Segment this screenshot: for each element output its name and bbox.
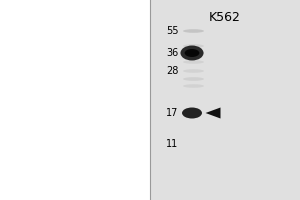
Bar [183,181,204,185]
Bar [183,131,204,134]
Bar [183,109,204,113]
Bar [183,50,204,53]
Bar [183,28,204,31]
Polygon shape [206,107,220,118]
Bar [183,47,204,50]
Bar [183,91,204,94]
Bar [183,100,204,103]
Bar [183,163,204,166]
Bar [183,72,204,75]
Bar [183,125,204,128]
Bar [183,141,204,144]
Bar [183,15,204,19]
Bar [183,25,204,28]
Bar [183,44,204,47]
Bar [183,134,204,138]
Bar [183,138,204,141]
Bar [183,81,204,84]
Bar [183,166,204,169]
Bar [150,0,300,200]
Bar [183,84,204,87]
Bar [183,37,204,40]
Bar [183,116,204,119]
Bar [183,160,204,163]
Text: 11: 11 [166,139,178,149]
Bar [183,66,204,69]
Bar [183,19,204,22]
Bar [183,62,204,66]
Bar [183,153,204,156]
Bar [183,172,204,175]
Bar [183,106,204,109]
Ellipse shape [182,107,202,118]
Bar [183,191,204,194]
Bar [183,69,204,72]
Bar [183,75,204,78]
Ellipse shape [181,46,204,60]
Bar [183,185,204,188]
Ellipse shape [183,51,204,55]
Bar [183,9,204,12]
Ellipse shape [183,77,204,81]
Bar [183,12,204,15]
Bar [183,31,204,34]
Bar [183,156,204,160]
Ellipse shape [183,44,204,48]
Text: 28: 28 [166,66,178,76]
Text: 17: 17 [166,108,178,118]
Bar [183,34,204,37]
Bar [183,103,204,106]
Bar [183,178,204,181]
Bar [183,113,204,116]
Bar [183,6,204,9]
Text: K562: K562 [209,11,241,24]
Bar [183,122,204,125]
Bar [183,169,204,172]
Bar [183,40,204,44]
Bar [183,94,204,97]
Bar [183,147,204,150]
Ellipse shape [183,69,204,73]
Bar [183,22,204,25]
Bar [183,53,204,56]
Ellipse shape [183,29,204,33]
Ellipse shape [183,84,204,88]
Bar [183,119,204,122]
Bar [183,150,204,153]
Text: 36: 36 [166,48,178,58]
Bar [183,78,204,81]
Text: 55: 55 [166,26,178,36]
Bar [183,144,204,147]
Bar [183,97,204,100]
Bar [183,56,204,59]
Bar [183,175,204,178]
Ellipse shape [185,49,200,57]
Bar [183,128,204,131]
Bar [183,87,204,91]
Bar [183,188,204,191]
Bar [183,59,204,62]
Ellipse shape [183,60,204,64]
